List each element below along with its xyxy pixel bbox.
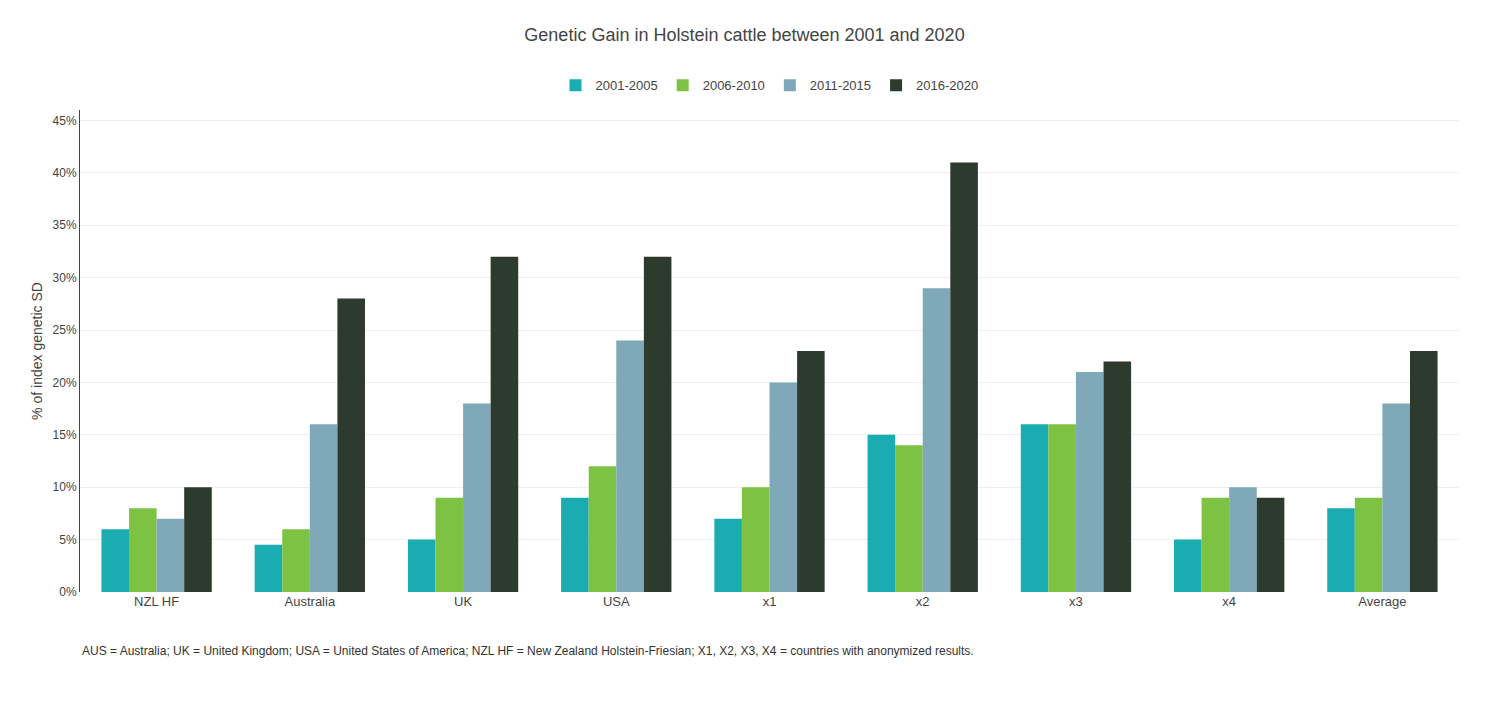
svg-text:UK: UK [454, 594, 472, 609]
svg-text:x2: x2 [916, 594, 930, 609]
svg-text:2016-2020: 2016-2020 [916, 78, 978, 93]
svg-text:USA: USA [603, 594, 630, 609]
svg-text:30%: 30% [53, 271, 77, 285]
svg-text:15%: 15% [53, 428, 77, 442]
svg-text:25%: 25% [53, 323, 77, 337]
svg-text:% of index genetic SD: % of index genetic SD [29, 282, 45, 420]
svg-text:2011-2015: 2011-2015 [810, 78, 871, 93]
svg-text:5%: 5% [59, 533, 77, 547]
svg-text:0%: 0% [59, 585, 77, 599]
svg-text:NZL HF: NZL HF [134, 594, 179, 609]
svg-text:x3: x3 [1069, 594, 1083, 609]
svg-text:Australia: Australia [285, 594, 336, 609]
svg-text:Genetic Gain in Holstein cattl: Genetic Gain in Holstein cattle between … [524, 25, 964, 45]
svg-text:35%: 35% [53, 218, 77, 232]
svg-text:40%: 40% [53, 166, 77, 180]
svg-text:AUS = Australia; UK = United K: AUS = Australia; UK = United Kingdom; US… [82, 644, 974, 658]
svg-text:2001-2005: 2001-2005 [596, 78, 658, 93]
svg-text:Average: Average [1358, 594, 1406, 609]
svg-text:20%: 20% [53, 376, 77, 390]
svg-text:10%: 10% [53, 480, 77, 494]
svg-text:x4: x4 [1222, 594, 1236, 609]
svg-text:2006-2010: 2006-2010 [703, 78, 765, 93]
svg-text:x1: x1 [763, 594, 777, 609]
svg-text:45%: 45% [53, 114, 77, 128]
